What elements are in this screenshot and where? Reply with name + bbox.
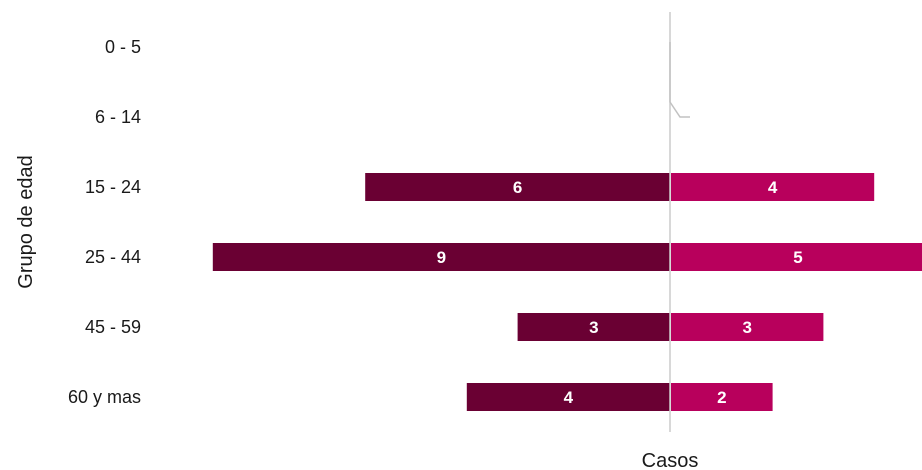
y-tick-label: 15 - 24 [85, 177, 141, 197]
bar-right [671, 313, 824, 341]
bar-labels-layer: 6 4 9 5 3 3 4 2 [437, 178, 803, 407]
zero-value-connector [669, 42, 690, 118]
bar-right [671, 383, 773, 411]
bar-left [517, 313, 670, 341]
bar-value-label: 2 [717, 388, 726, 407]
y-axis-title: Grupo de edad [15, 155, 37, 288]
bar-left [466, 383, 670, 411]
y-tick-label: 6 - 14 [95, 107, 141, 127]
y-tick-labels: 0 - 5 6 - 14 15 - 24 25 - 44 45 - 59 60 y mas [68, 37, 141, 407]
y-tick-label: 60 y mas [68, 387, 141, 407]
bar-left [365, 173, 670, 201]
bar-left [212, 243, 671, 271]
y-tick-label: 25 - 44 [85, 247, 141, 267]
bar-value-label: 5 [793, 248, 802, 267]
bar-value-label: 6 [513, 178, 522, 197]
bar-right [671, 243, 922, 271]
bar-value-label: 3 [742, 318, 751, 337]
bars-layer [212, 173, 922, 411]
y-tick-label: 0 - 5 [105, 37, 141, 57]
y-tick-label: 45 - 59 [85, 317, 141, 337]
bar-value-label: 9 [437, 248, 446, 267]
bar-right [671, 173, 875, 201]
bar-value-label: 3 [589, 318, 598, 337]
bar-value-label: 4 [768, 178, 778, 197]
x-axis-title: Casos [642, 450, 699, 470]
bar-value-label: 4 [564, 388, 574, 407]
